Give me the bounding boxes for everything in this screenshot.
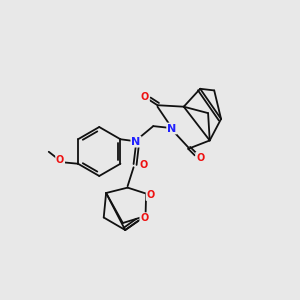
- Text: O: O: [139, 160, 147, 170]
- Text: N: N: [167, 124, 176, 134]
- Text: O: O: [140, 213, 148, 223]
- Text: N: N: [131, 136, 141, 147]
- Text: O: O: [56, 155, 64, 165]
- Text: O: O: [146, 190, 155, 200]
- Text: O: O: [196, 153, 204, 163]
- Text: O: O: [141, 92, 149, 102]
